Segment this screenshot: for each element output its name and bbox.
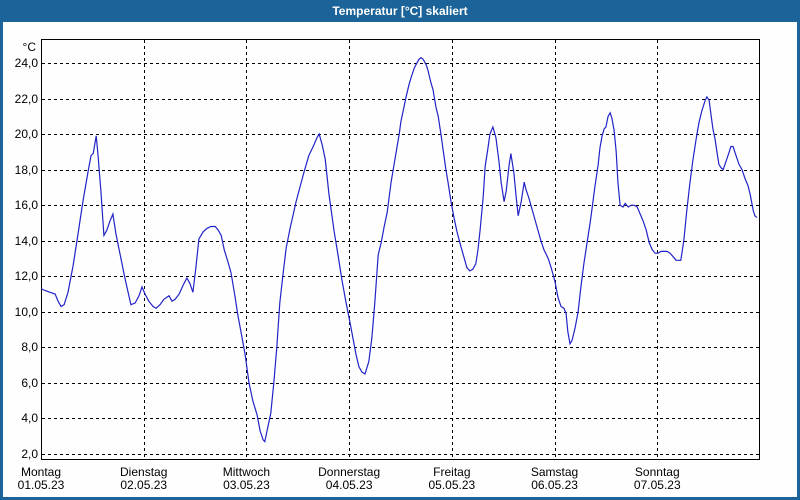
chart-area: °C 24,0 22,0 20,0 18,0 16,0 14,0 12,0 10,0 8,0 6,… <box>3 22 797 497</box>
y-tick-label: 6,0 <box>21 375 38 390</box>
y-tick-label: 14,0 <box>14 233 38 248</box>
day-name: Donnerstag <box>318 465 381 479</box>
x-axis-day-label: Donnerstag 04.05.23 <box>299 466 399 492</box>
plot-frame <box>41 39 760 460</box>
x-axis-day-label: Freitag 05.05.23 <box>402 466 502 492</box>
temperature-series-line <box>41 56 758 443</box>
y-tick-label: 8,0 <box>21 340 38 355</box>
x-axis-day-label: Dienstag 02.05.23 <box>94 466 194 492</box>
y-tick-label: 22,0 <box>14 91 38 106</box>
y-tick-label: 20,0 <box>14 127 38 142</box>
day-name: Samstag <box>530 465 579 479</box>
day-date: 01.05.23 <box>17 478 65 492</box>
day-name: Dienstag <box>120 465 168 479</box>
y-tick-label: 12,0 <box>14 269 38 284</box>
y-tick-label: 10,0 <box>14 304 38 319</box>
day-name: Sonntag <box>634 465 680 479</box>
window-titlebar[interactable]: Temperatur [°C] skaliert <box>0 0 800 22</box>
x-axis-day-label: Mittwoch 03.05.23 <box>196 466 296 492</box>
y-tick-label: 4,0 <box>21 411 38 426</box>
day-name: Mittwoch <box>222 465 271 479</box>
day-date: 07.05.23 <box>633 478 681 492</box>
y-tick-label: 16,0 <box>14 198 38 213</box>
day-date: 05.05.23 <box>428 478 476 492</box>
day-name: Montag <box>20 465 62 479</box>
temperature-line-plot <box>41 39 760 460</box>
day-name: Freitag <box>433 465 471 479</box>
day-date: 03.05.23 <box>223 478 270 492</box>
y-tick-label: 24,0 <box>14 56 38 70</box>
y-tick-label: 18,0 <box>14 162 38 177</box>
x-axis-day-label: Samstag 06.05.23 <box>505 466 605 492</box>
day-date: 02.05.23 <box>120 478 168 492</box>
x-axis-day-label: Sonntag 07.05.23 <box>607 466 707 492</box>
y-tick-label: 2,0 <box>21 447 38 461</box>
y-axis-unit-label: °C <box>22 40 36 54</box>
x-axis-day-label: Montag 01.05.23 <box>3 466 91 492</box>
day-date: 06.05.23 <box>531 478 578 492</box>
window-title: Temperatur [°C] skaliert <box>332 4 468 18</box>
day-date: 04.05.23 <box>325 478 373 492</box>
